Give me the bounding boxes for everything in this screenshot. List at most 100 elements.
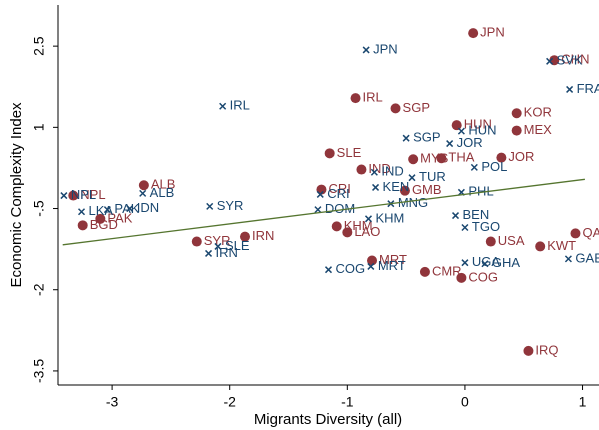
- point: [496, 152, 507, 163]
- point-label: LAO: [354, 224, 380, 239]
- point-label: THA: [448, 150, 474, 165]
- point: [461, 259, 469, 267]
- point: [205, 249, 213, 257]
- point: [564, 255, 572, 263]
- point: [566, 85, 574, 93]
- point-label: JPN: [480, 25, 505, 40]
- point-label: JPN: [373, 41, 398, 56]
- point-label: SGP: [403, 100, 430, 115]
- y-tick-label: -.5: [31, 200, 47, 217]
- point-label: SVK: [557, 53, 583, 68]
- point: [95, 213, 106, 224]
- point-label: PHL: [468, 184, 493, 199]
- point-label: TUR: [419, 169, 446, 184]
- point-label: MNG: [398, 195, 428, 210]
- x-tick-label: -3: [106, 394, 119, 410]
- point: [356, 164, 367, 175]
- point-label: IRQ: [535, 342, 558, 357]
- point: [456, 272, 467, 283]
- point-label: BGD: [90, 217, 118, 232]
- point: [103, 206, 111, 214]
- point-label: SLE: [225, 238, 250, 253]
- y-tick-label: -3.5: [31, 359, 47, 383]
- point: [350, 93, 361, 104]
- point-label: IDN: [137, 200, 159, 215]
- point-label: SLE: [337, 145, 362, 160]
- point-label: JOR: [457, 135, 483, 150]
- point: [408, 174, 416, 182]
- point-label: FRA: [577, 81, 599, 96]
- y-axis-title: Economic Complexity Index: [8, 102, 25, 288]
- point-label: CHN: [561, 52, 589, 67]
- x-tick-label: -1: [341, 394, 354, 410]
- point-label: LKA: [89, 203, 114, 218]
- point: [126, 205, 134, 213]
- point-label: JOR: [508, 149, 534, 164]
- point: [138, 180, 149, 191]
- point: [367, 255, 378, 266]
- point-label: DOM: [325, 201, 355, 216]
- point: [77, 208, 86, 216]
- point: [468, 28, 479, 39]
- point-label: MEX: [524, 122, 553, 137]
- x-axis-title: Migrants Diversity (all): [254, 411, 402, 428]
- point-label: KEN: [383, 179, 410, 194]
- point: [370, 168, 378, 176]
- point-label: PAK: [114, 201, 139, 216]
- point: [331, 221, 342, 232]
- fit-line: [62, 178, 585, 246]
- point: [451, 212, 460, 220]
- point-label: IRL: [363, 90, 383, 105]
- point-label: HUN: [464, 117, 492, 132]
- point: [206, 202, 214, 210]
- point: [239, 231, 250, 242]
- point: [314, 206, 322, 214]
- point: [461, 223, 469, 232]
- point: [485, 236, 496, 247]
- point-label: CRI: [327, 186, 349, 201]
- y-tick-label: -2: [31, 283, 47, 296]
- point-label: QAT: [582, 225, 599, 240]
- point: [451, 120, 462, 131]
- point: [511, 108, 522, 119]
- point-label: HUN: [468, 123, 496, 138]
- point: [214, 242, 222, 250]
- point-label: KOR: [524, 105, 552, 120]
- point: [367, 262, 375, 270]
- point-label: SYR: [204, 233, 231, 248]
- point-label: COG: [336, 261, 366, 276]
- point-label: SYR: [217, 198, 244, 213]
- point: [324, 266, 333, 274]
- y-tick-label: 2.5: [31, 36, 47, 56]
- point-label: IRN: [216, 245, 238, 260]
- point: [362, 46, 370, 54]
- point-label: IRL: [230, 98, 250, 113]
- point: [546, 57, 554, 65]
- point-label: NPL: [71, 187, 96, 202]
- point: [436, 153, 447, 164]
- point: [511, 125, 522, 136]
- point: [324, 148, 335, 159]
- point: [457, 127, 465, 135]
- point-label: CRI: [328, 181, 350, 196]
- point-label: NPL: [80, 187, 105, 202]
- point: [372, 183, 380, 191]
- point-label: ALB: [151, 177, 176, 192]
- point-label: MRT: [378, 258, 406, 273]
- point-label: KHM: [375, 210, 404, 225]
- point-label: GHA: [492, 255, 521, 270]
- point-label: UGA: [472, 254, 501, 269]
- point: [60, 192, 68, 200]
- point: [570, 228, 581, 239]
- point-label: KWT: [547, 238, 576, 253]
- point: [68, 190, 79, 201]
- point-label: USA: [498, 233, 525, 248]
- point: [342, 227, 353, 238]
- point: [402, 134, 410, 142]
- point: [219, 102, 227, 110]
- point: [390, 103, 401, 114]
- point: [523, 345, 534, 356]
